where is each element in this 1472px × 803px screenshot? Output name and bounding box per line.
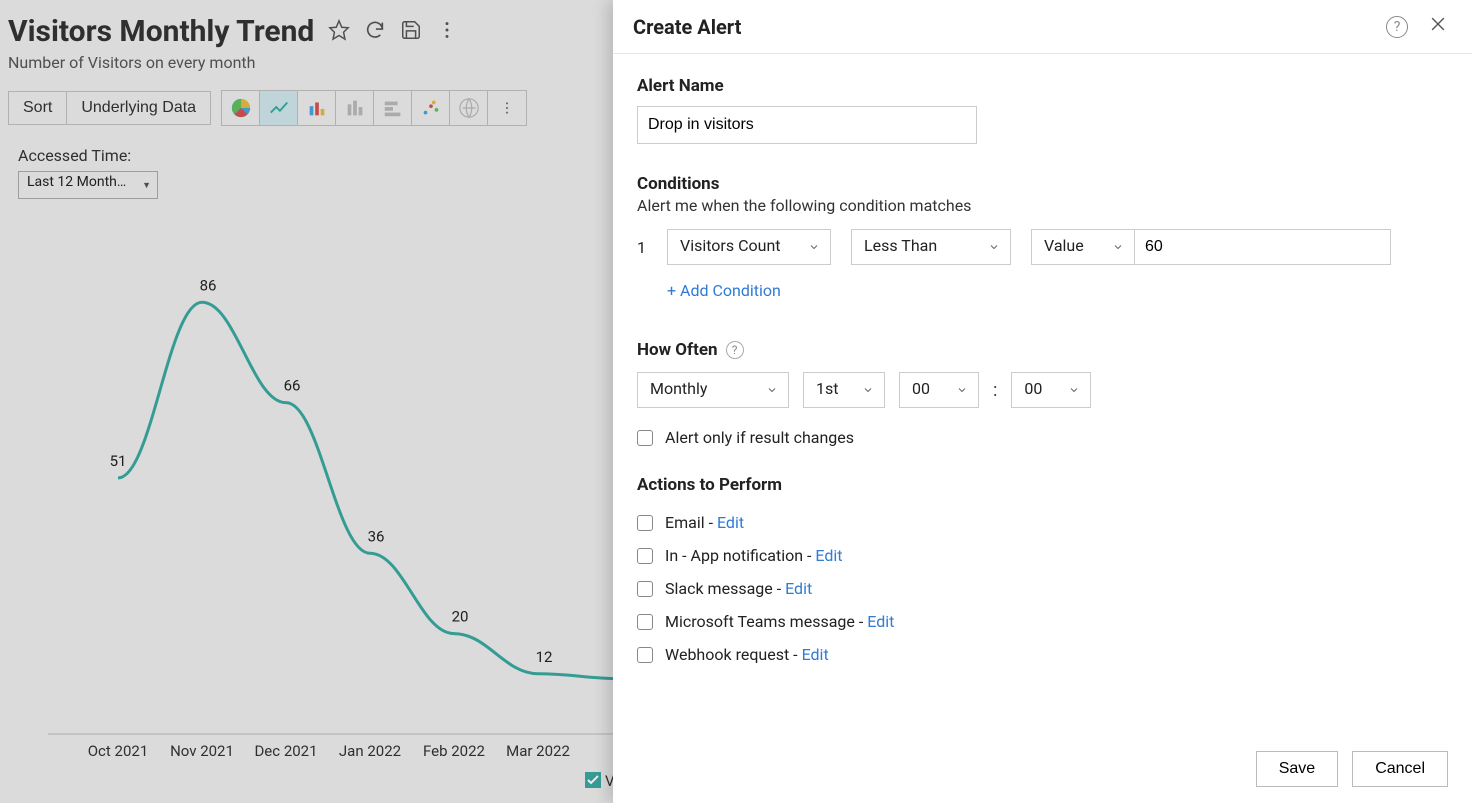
condition-valuetype-value: Value	[1044, 236, 1084, 255]
action-row: In - App notification - Edit	[637, 546, 1448, 565]
actions-list: Email - EditIn - App notification - Edit…	[637, 513, 1448, 664]
action-checkbox[interactable]	[637, 581, 653, 597]
action-row: Microsoft Teams message - Edit	[637, 612, 1448, 631]
action-row: Webhook request - Edit	[637, 645, 1448, 664]
action-label: Webhook request -	[665, 645, 802, 664]
action-row: Email - Edit	[637, 513, 1448, 532]
minute-value: 00	[1024, 379, 1042, 398]
frequency-value: Monthly	[650, 379, 707, 398]
condition-field-value: Visitors Count	[680, 236, 781, 255]
panel-header: Create Alert ?	[613, 0, 1472, 54]
action-checkbox[interactable]	[637, 515, 653, 531]
day-select[interactable]: 1st	[803, 372, 885, 408]
save-button[interactable]: Save	[1256, 751, 1338, 787]
condition-value-input[interactable]	[1135, 229, 1391, 265]
panel-footer: Save Cancel	[613, 737, 1472, 803]
action-edit-link[interactable]: Edit	[815, 546, 842, 565]
panel-title: Create Alert	[633, 15, 741, 39]
hour-value: 00	[912, 379, 930, 398]
alert-name-input[interactable]	[637, 106, 977, 144]
frequency-select[interactable]: Monthly	[637, 372, 789, 408]
only-if-changes-label: Alert only if result changes	[665, 428, 854, 447]
panel-body: Alert Name Conditions Alert me when the …	[613, 54, 1472, 737]
create-alert-panel: Create Alert ? Alert Name Conditions Ale…	[613, 0, 1472, 803]
how-often-title: How Often ?	[637, 340, 1448, 360]
actions-label: Actions to Perform	[637, 475, 1448, 495]
time-colon: :	[993, 380, 997, 401]
close-icon[interactable]	[1428, 14, 1448, 39]
conditions-label: Conditions	[637, 174, 1448, 194]
action-edit-link[interactable]: Edit	[785, 579, 812, 598]
minute-select[interactable]: 00	[1011, 372, 1091, 408]
hour-select[interactable]: 00	[899, 372, 979, 408]
action-checkbox[interactable]	[637, 614, 653, 630]
how-often-label: How Often	[637, 340, 718, 360]
condition-row: 1 Visitors Count Less Than Value	[637, 229, 1448, 265]
action-label: In - App notification -	[665, 546, 815, 565]
condition-operator-select[interactable]: Less Than	[851, 229, 1011, 265]
condition-valuetype-select[interactable]: Value	[1031, 229, 1135, 265]
action-label: Email -	[665, 513, 717, 532]
action-label: Slack message -	[665, 579, 785, 598]
cancel-button[interactable]: Cancel	[1352, 751, 1448, 787]
action-edit-link[interactable]: Edit	[717, 513, 744, 532]
conditions-desc: Alert me when the following condition ma…	[637, 196, 1448, 215]
help-icon[interactable]: ?	[1386, 16, 1408, 38]
action-row: Slack message - Edit	[637, 579, 1448, 598]
schedule-row: Monthly 1st 00 : 00	[637, 372, 1448, 408]
alert-name-label: Alert Name	[637, 76, 1448, 96]
only-if-changes-row: Alert only if result changes	[637, 428, 1448, 447]
action-edit-link[interactable]: Edit	[802, 645, 829, 664]
condition-field-select[interactable]: Visitors Count	[667, 229, 831, 265]
action-checkbox[interactable]	[637, 647, 653, 663]
condition-value-group: Value	[1031, 229, 1391, 265]
how-often-help-icon[interactable]: ?	[726, 341, 744, 359]
condition-operator-value: Less Than	[864, 236, 937, 255]
action-checkbox[interactable]	[637, 548, 653, 564]
condition-number: 1	[637, 238, 647, 257]
action-edit-link[interactable]: Edit	[867, 612, 894, 631]
only-if-changes-checkbox[interactable]	[637, 430, 653, 446]
panel-header-icons: ?	[1386, 14, 1448, 39]
add-condition-link[interactable]: + Add Condition	[667, 281, 1448, 300]
action-label: Microsoft Teams message -	[665, 612, 867, 631]
day-value: 1st	[816, 379, 838, 398]
